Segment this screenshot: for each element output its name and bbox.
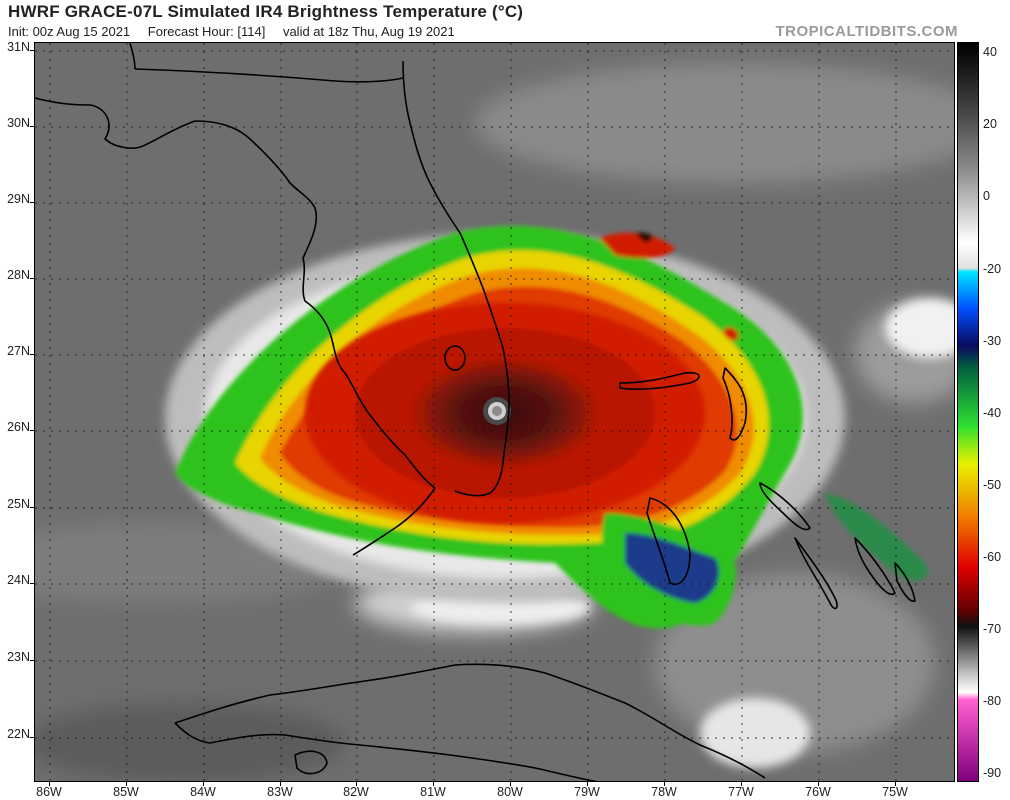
lat-label: 29N xyxy=(7,192,30,206)
lon-tick xyxy=(587,782,588,786)
lat-label: 26N xyxy=(7,420,30,434)
colorbar-label: -60 xyxy=(983,550,1002,564)
lon-label: 84W xyxy=(190,785,216,799)
lon-tick xyxy=(126,782,127,786)
lon-tick xyxy=(741,782,742,786)
temperature-colorbar xyxy=(957,42,979,782)
lat-tick xyxy=(30,507,34,508)
andros xyxy=(646,497,691,585)
grand-bahama xyxy=(619,371,700,390)
lat-tick xyxy=(30,583,34,584)
lon-tick xyxy=(818,782,819,786)
eleuthera xyxy=(759,482,811,531)
lon-tick xyxy=(895,782,896,786)
map-title: HWRF GRACE-07L Simulated IR4 Brightness … xyxy=(8,2,524,21)
cuba-south-coast xyxy=(174,722,598,781)
colorbar-label: -40 xyxy=(983,406,1002,420)
init-time: Init: 00z Aug 15 2021 xyxy=(8,24,131,39)
exumas xyxy=(794,537,838,610)
lon-label: 82W xyxy=(343,785,369,799)
lat-lon-grid xyxy=(35,43,954,781)
lon-label: 83W xyxy=(267,785,293,799)
valid-time: valid at 18z Thu, Aug 19 2021 xyxy=(282,24,455,39)
lon-tick xyxy=(664,782,665,786)
lat-label: 31N xyxy=(7,40,30,54)
lon-label: 75W xyxy=(882,785,908,799)
lat-tick xyxy=(30,50,34,51)
lat-tick xyxy=(30,126,34,127)
colorbar-label: -70 xyxy=(983,622,1002,636)
lon-label: 79W xyxy=(574,785,600,799)
florida-east-coast xyxy=(402,60,510,497)
satellite-map[interactable] xyxy=(34,42,955,782)
lat-label: 27N xyxy=(7,344,30,358)
state-border-2 xyxy=(129,43,136,70)
lat-label: 28N xyxy=(7,268,30,282)
colorbar-label: -80 xyxy=(983,694,1002,708)
colorbar-label: 40 xyxy=(983,45,997,59)
forecast-hour: Forecast Hour: [114] xyxy=(147,24,266,39)
colorbar-label: 0 xyxy=(983,189,990,203)
lon-tick xyxy=(356,782,357,786)
lat-label: 25N xyxy=(7,497,30,511)
colorbar-label: -20 xyxy=(983,262,1002,276)
coastlines xyxy=(35,43,916,781)
long-island xyxy=(854,537,896,595)
lat-label: 30N xyxy=(7,116,30,130)
colorbar-label: 20 xyxy=(983,117,997,131)
lon-label: 85W xyxy=(113,785,139,799)
lat-label: 23N xyxy=(7,650,30,664)
lat-tick xyxy=(30,430,34,431)
lat-tick xyxy=(30,354,34,355)
state-border xyxy=(134,68,404,83)
lon-tick xyxy=(280,782,281,786)
lon-label: 80W xyxy=(497,785,523,799)
lon-label: 76W xyxy=(805,785,831,799)
lon-label: 86W xyxy=(36,785,62,799)
lon-label: 78W xyxy=(651,785,677,799)
hurricane-eye xyxy=(483,397,511,425)
map-subtitle: Init: 00z Aug 15 2021 Forecast Hour: [11… xyxy=(8,24,469,39)
lat-tick xyxy=(30,660,34,661)
cuba-north-coast xyxy=(174,663,766,779)
lake-okeechobee xyxy=(444,345,466,371)
isle-of-youth xyxy=(294,750,328,775)
lat-label: 22N xyxy=(7,727,30,741)
abaco xyxy=(722,367,748,441)
colorbar-label: -90 xyxy=(983,766,1002,780)
lon-label: 81W xyxy=(420,785,446,799)
lat-label: 24N xyxy=(7,573,30,587)
lon-tick xyxy=(510,782,511,786)
lat-tick xyxy=(30,737,34,738)
lat-tick xyxy=(30,202,34,203)
site-credit: TROPICALTIDBITS.COM xyxy=(775,23,958,40)
cat-island xyxy=(894,562,916,603)
lon-tick xyxy=(203,782,204,786)
lon-tick xyxy=(433,782,434,786)
lat-tick xyxy=(30,278,34,279)
lon-label: 77W xyxy=(728,785,754,799)
colorbar-label: -30 xyxy=(983,334,1002,348)
florida-west-coast xyxy=(35,97,436,489)
florida-keys xyxy=(352,487,436,556)
lon-tick xyxy=(49,782,50,786)
colorbar-label: -50 xyxy=(983,478,1002,492)
